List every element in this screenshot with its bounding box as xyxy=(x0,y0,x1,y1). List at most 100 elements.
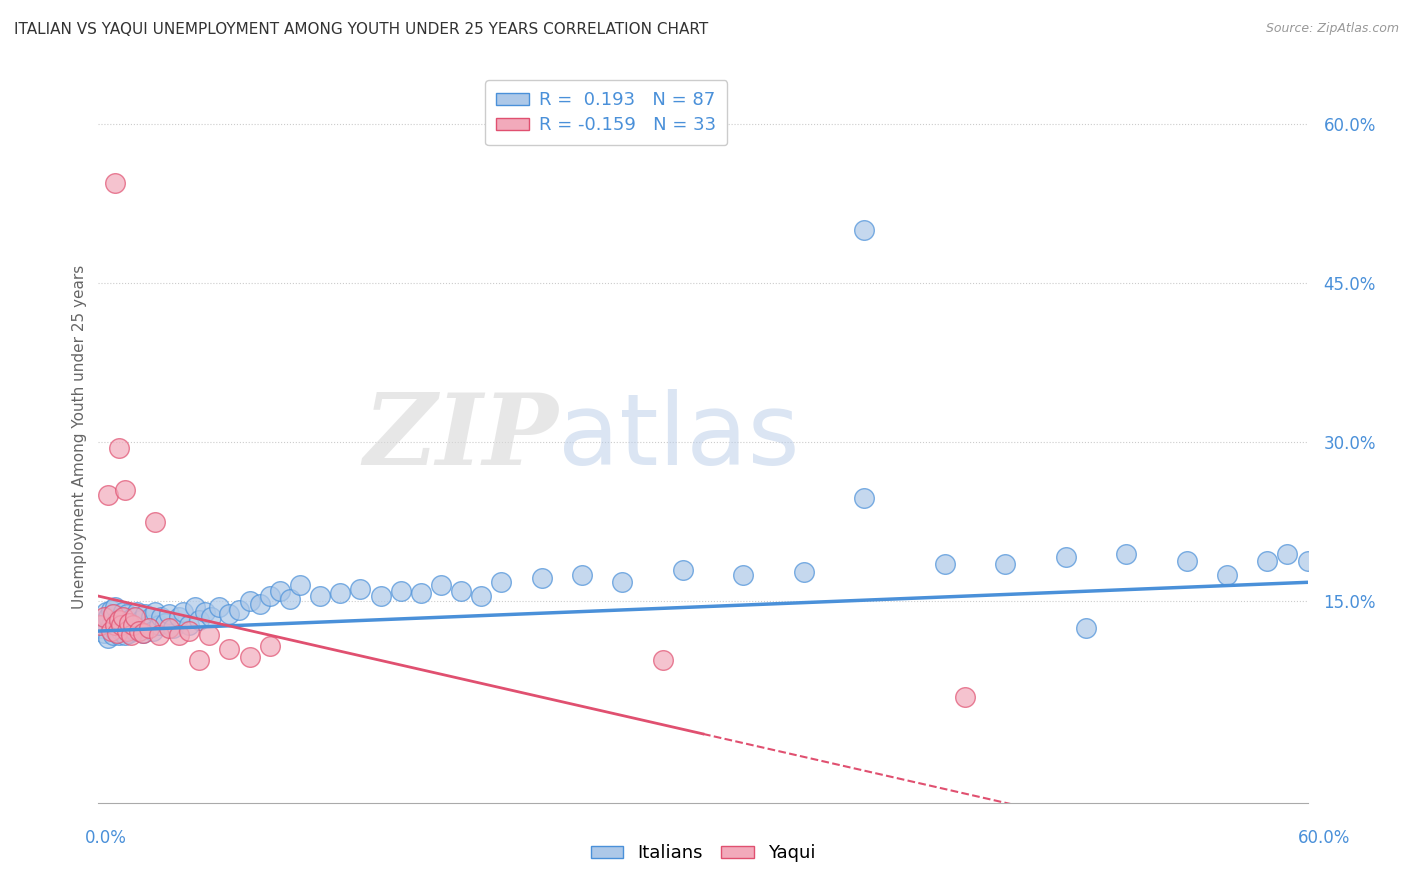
Point xyxy=(107,628,129,642)
Point xyxy=(105,614,128,628)
Point xyxy=(100,603,122,617)
Point xyxy=(157,607,180,621)
Point xyxy=(349,582,371,596)
Point xyxy=(143,515,166,529)
Point xyxy=(491,575,513,590)
Point xyxy=(994,558,1017,572)
Point xyxy=(97,488,120,502)
Point xyxy=(103,624,125,638)
Point xyxy=(239,594,262,608)
Point xyxy=(470,589,492,603)
Point xyxy=(218,607,240,621)
Point xyxy=(101,607,124,621)
Legend: Italians, Yaqui: Italians, Yaqui xyxy=(583,838,823,870)
Point xyxy=(115,621,138,635)
Point xyxy=(107,614,129,628)
Point xyxy=(103,599,125,614)
Point xyxy=(103,617,125,632)
Point xyxy=(198,628,221,642)
Text: ITALIAN VS YAQUI UNEMPLOYMENT AMONG YOUTH UNDER 25 YEARS CORRELATION CHART: ITALIAN VS YAQUI UNEMPLOYMENT AMONG YOUT… xyxy=(14,22,709,37)
Point xyxy=(672,563,695,577)
Point xyxy=(143,605,166,619)
Point xyxy=(184,599,207,614)
Point xyxy=(107,441,129,455)
Point xyxy=(172,605,194,619)
Point xyxy=(93,626,115,640)
Point xyxy=(148,617,170,632)
Point xyxy=(651,653,673,667)
Point xyxy=(1054,549,1077,564)
Point xyxy=(118,626,141,640)
Point xyxy=(157,621,180,635)
Point xyxy=(110,624,132,638)
Point xyxy=(120,617,142,632)
Point xyxy=(153,615,176,630)
Point xyxy=(329,586,352,600)
Point xyxy=(148,628,170,642)
Text: 60.0%: 60.0% xyxy=(1298,829,1351,847)
Point xyxy=(120,628,142,642)
Point xyxy=(107,617,129,632)
Point xyxy=(91,615,114,630)
Point xyxy=(110,610,132,624)
Point xyxy=(430,578,453,592)
Point xyxy=(101,628,124,642)
Text: atlas: atlas xyxy=(558,389,800,485)
Point xyxy=(259,639,281,653)
Point xyxy=(132,626,155,640)
Point xyxy=(389,583,412,598)
Point xyxy=(114,615,136,630)
Point xyxy=(149,610,172,624)
Point xyxy=(793,565,815,579)
Point xyxy=(208,599,231,614)
Point xyxy=(89,621,111,635)
Point xyxy=(121,610,143,624)
Point xyxy=(288,578,311,592)
Point xyxy=(97,632,120,646)
Point xyxy=(118,614,141,628)
Point xyxy=(1074,621,1097,635)
Point xyxy=(200,610,222,624)
Legend: R =  0.193   N = 87, R = -0.159   N = 33: R = 0.193 N = 87, R = -0.159 N = 33 xyxy=(485,80,727,145)
Point xyxy=(194,605,217,619)
Point xyxy=(114,483,136,497)
Point xyxy=(1115,547,1137,561)
Y-axis label: Unemployment Among Youth under 25 years: Unemployment Among Youth under 25 years xyxy=(72,265,87,609)
Point xyxy=(530,571,553,585)
Point xyxy=(115,607,138,621)
Point xyxy=(96,605,118,619)
Point xyxy=(105,626,128,640)
Point xyxy=(124,624,146,638)
Text: 0.0%: 0.0% xyxy=(84,829,127,847)
Point xyxy=(111,605,134,619)
Point xyxy=(132,626,155,640)
Point xyxy=(571,567,593,582)
Point xyxy=(853,223,876,237)
Point xyxy=(1175,554,1198,568)
Point xyxy=(1296,554,1319,568)
Point xyxy=(239,649,262,664)
Point xyxy=(1216,567,1239,582)
Point xyxy=(139,610,162,624)
Point xyxy=(110,617,132,632)
Point xyxy=(269,583,291,598)
Point xyxy=(1277,547,1299,561)
Point xyxy=(278,592,301,607)
Point xyxy=(179,617,201,632)
Point xyxy=(612,575,634,590)
Text: ZIP: ZIP xyxy=(363,389,558,485)
Point xyxy=(167,610,190,624)
Point xyxy=(218,642,240,657)
Point xyxy=(188,653,211,667)
Point xyxy=(105,621,128,635)
Point xyxy=(134,607,156,621)
Point xyxy=(188,614,211,628)
Point xyxy=(1256,554,1278,568)
Point xyxy=(118,615,141,630)
Point xyxy=(934,558,956,572)
Point xyxy=(125,605,148,619)
Point xyxy=(259,589,281,603)
Point xyxy=(115,624,138,638)
Point xyxy=(114,628,136,642)
Point xyxy=(179,624,201,638)
